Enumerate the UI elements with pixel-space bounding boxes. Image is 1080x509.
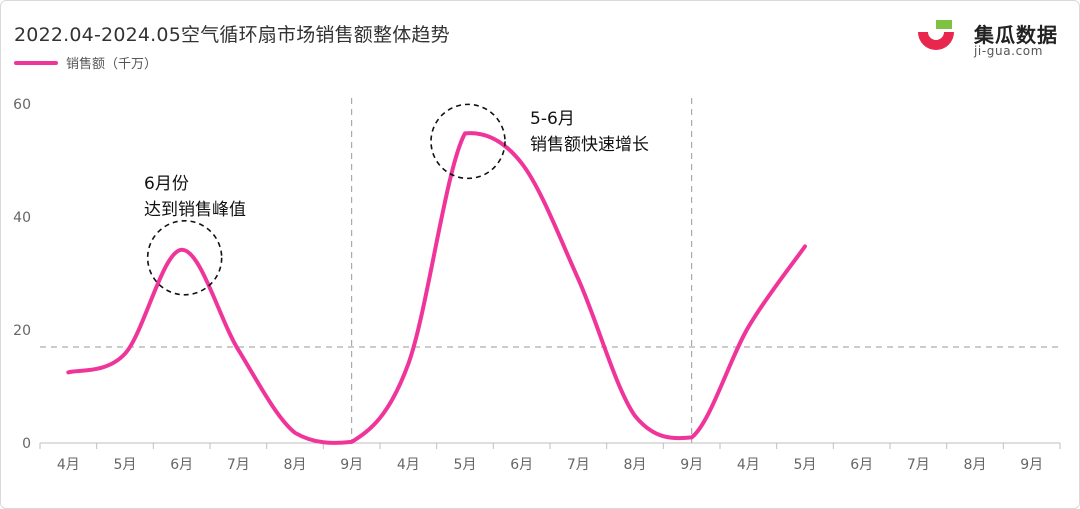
brand-url: ji-gua.com [974,44,1044,58]
x-tick-label: 9月 [680,457,703,473]
x-tick-label: 7月 [907,457,930,473]
brand-name: 集瓜数据 [974,23,1058,47]
legend: 销售额（千万） [14,53,157,72]
y-tick-label: 60 [13,97,31,113]
x-tick-labels: 4月 5月 6月 7月 8月 9月 4月 5月 6月 7月 8月 9月 4月 5月 6月 7月 8月 9月 [57,457,1043,473]
brand-mark-icon [918,20,954,50]
x-tick-label: 7月 [567,457,590,473]
y-tick-labels: 0 20 40 60 [13,97,31,452]
x-axis [39,442,1061,449]
series-line [66,131,807,445]
annotation-text: 销售额快速增长 [530,135,649,155]
x-tick-label: 4月 [737,457,760,473]
legend-label: 销售额（千万） [66,57,158,72]
x-tick-label: 8月 [624,457,647,473]
legend-swatch [14,60,58,65]
chart-title: 2022.04-2024.05空气循环扇市场销售额整体趋势 [14,24,450,46]
x-tick-label: 5月 [114,457,137,473]
x-tick-label: 5月 [454,457,477,473]
x-tick-label: 8月 [284,457,307,473]
x-tick-label: 9月 [340,457,363,473]
period-dividers [351,98,693,443]
x-tick-label: 9月 [1020,457,1043,473]
y-tick-label: 20 [13,323,31,339]
y-tick-label: 0 [22,436,31,452]
annotation-text: 5-6月 [530,109,575,129]
x-tick-label: 5月 [794,457,817,473]
x-tick-label: 6月 [510,457,533,473]
x-tick-label: 6月 [850,457,873,473]
x-tick-label: 8月 [964,457,987,473]
annotation-circle [146,219,223,296]
y-tick-label: 40 [13,210,31,226]
x-tick-label: 4月 [397,457,420,473]
x-tick-label: 7月 [227,457,250,473]
x-tick-label: 4月 [57,457,80,473]
series-group [66,131,807,445]
x-tick-label: 6月 [170,457,193,473]
annotation-circle [430,103,506,180]
brand-logo: 集瓜数据 ji-gua.com [914,18,1064,62]
annotation-text: 6月份 [144,174,189,194]
annotation-text: 达到销售峰值 [144,200,246,220]
